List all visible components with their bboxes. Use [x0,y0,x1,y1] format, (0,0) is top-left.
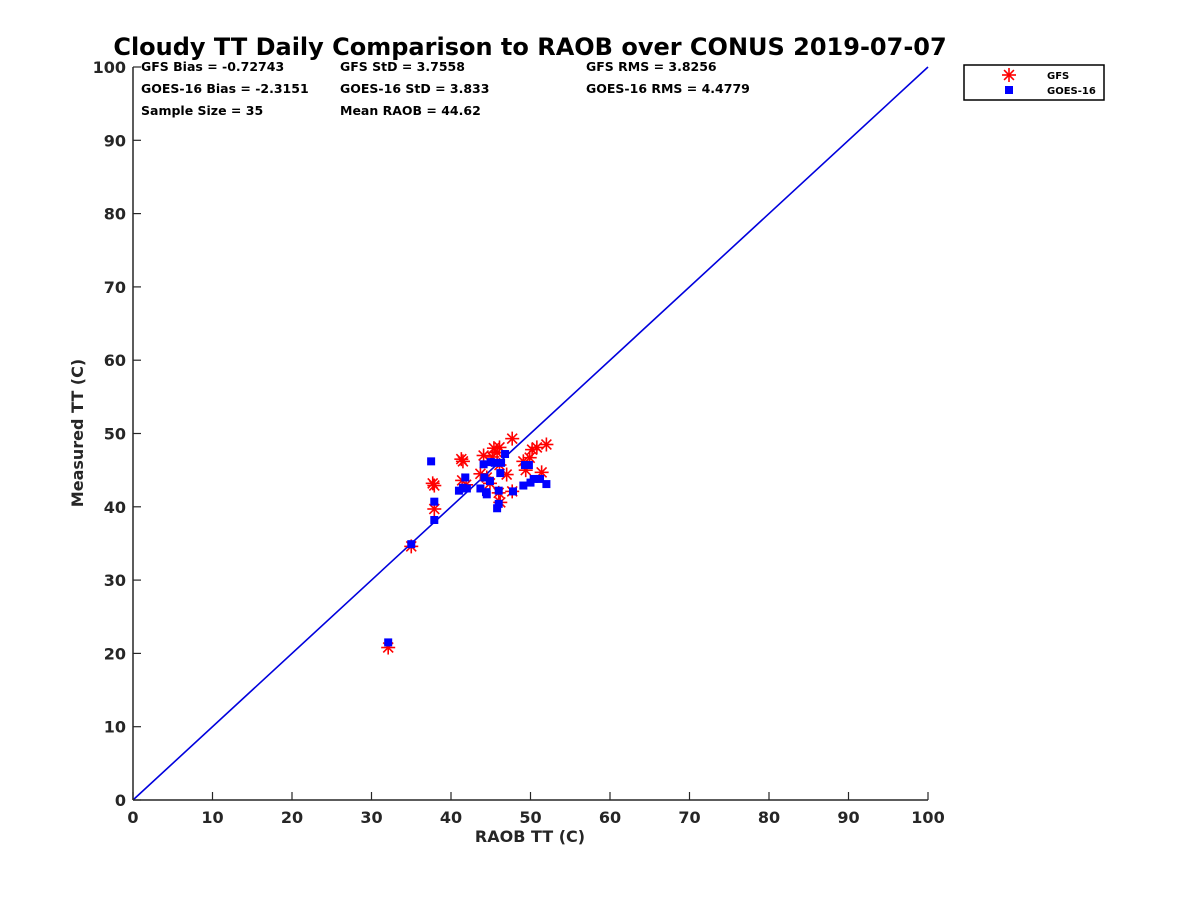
goes16-point [496,469,505,478]
goes16-bias-text: GOES-16 Bias = -2.3151 [141,81,309,96]
gfs-point [505,431,520,446]
y-tick-label: 100 [93,58,126,77]
x-tick-label: 70 [678,808,700,827]
gfs-point [427,478,442,493]
goes16-point [501,450,510,459]
goes16-point [480,473,489,482]
chart-title: Cloudy TT Daily Comparison to RAOB over … [113,33,946,61]
x-tick-label: 60 [599,808,621,827]
goes16-point [482,490,491,499]
legend: GFS GOES-16 [963,64,1105,101]
legend-goes16-marker [1005,86,1013,94]
goes16-point [536,474,545,483]
goes16-point [462,484,471,493]
goes16-point [524,461,533,470]
goes16-point [490,458,499,467]
gfs-point [529,440,544,455]
y-tick-label: 0 [115,791,126,810]
gfs-point [455,454,470,469]
goes16-point [384,638,393,647]
goes16-point [497,458,506,467]
y-tick-label: 70 [104,278,126,297]
goes16-point [430,515,439,524]
goes16-point [430,497,439,506]
goes16-point [542,480,551,489]
x-tick-label: 0 [127,808,138,827]
gfs-bias-text: GFS Bias = -0.72743 [141,59,284,74]
y-tick-label: 50 [104,425,126,444]
gfs-std-text: GFS StD = 3.7558 [340,59,465,74]
reference-line [132,66,929,801]
y-tick-label: 30 [104,571,126,590]
x-tick-label: 90 [837,808,859,827]
y-tick-label: 60 [104,351,126,370]
goes16-point [519,481,528,490]
y-tick-label: 80 [104,205,126,224]
goes16-point [493,504,502,513]
x-tick-label: 10 [201,808,223,827]
x-tick-label: 50 [519,808,541,827]
goes16-point [479,460,488,469]
sample-size-text: Sample Size = 35 [141,103,263,118]
goes16-point [476,484,485,493]
legend-box [963,64,1105,101]
legend-gfs-label: GFS [1047,71,1069,82]
y-axis-label: Measured TT (C) [68,359,87,507]
goes16-point [509,487,518,496]
goes16-series [384,450,551,647]
x-tick-label: 80 [758,808,780,827]
x-tick-label: 40 [440,808,462,827]
goes16-point [427,457,436,466]
goes16-rms-text: GOES-16 RMS = 4.4779 [586,81,750,96]
legend-gfs-marker [1002,68,1016,82]
gfs-point [476,448,491,463]
goes16-point [485,477,494,486]
y-tick-label: 10 [104,718,126,737]
goes16-point [461,473,470,482]
stats-block: GFS Bias = -0.72743 GFS StD = 3.7558 GFS… [141,59,750,118]
x-tick-label: 20 [281,808,303,827]
goes16-std-text: GOES-16 StD = 3.833 [340,81,489,96]
y-tick-label: 40 [104,498,126,517]
goes16-point [494,486,503,495]
y-tick-label: 20 [104,644,126,663]
x-axis-label: RAOB TT (C) [475,827,585,846]
goes16-point [529,474,538,483]
gfs-rms-text: GFS RMS = 3.8256 [586,59,717,74]
y-tick-label: 90 [104,131,126,150]
legend-gfs-asterisk [1002,68,1016,82]
axes: 0 10 20 30 40 50 60 70 80 90 100 0 10 20 30 40 50 60 70 80 9… [93,58,945,827]
gfs-point [525,442,540,457]
mean-raob-text: Mean RAOB = 44.62 [340,103,481,118]
goes16-point [407,540,416,549]
legend-goes16-label: GOES-16 [1047,86,1096,97]
gfs-point [539,437,554,452]
goes16-point [494,499,503,508]
x-tick-label: 30 [360,808,382,827]
x-tick-label: 100 [911,808,944,827]
